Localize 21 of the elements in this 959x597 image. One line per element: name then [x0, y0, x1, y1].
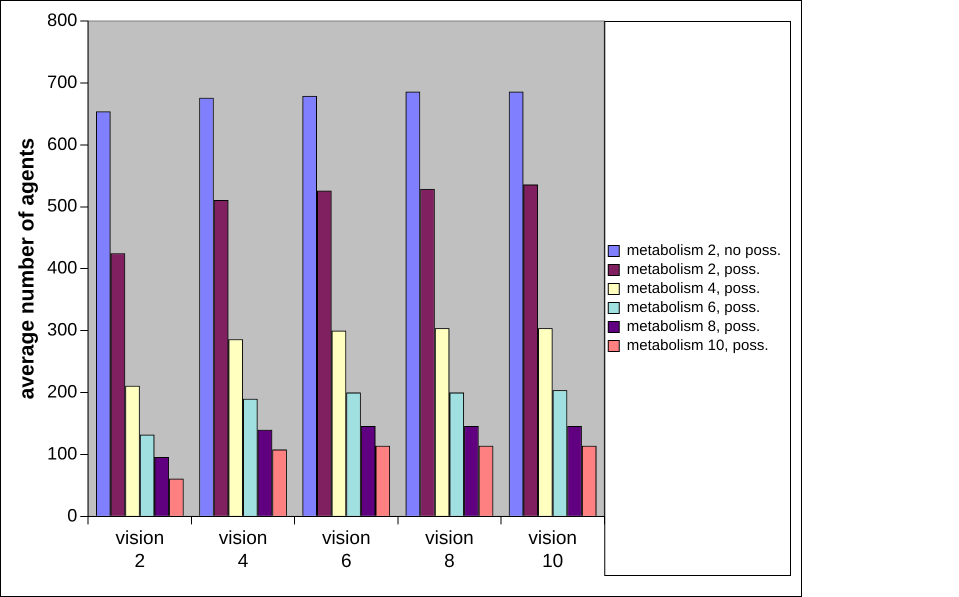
- y-tick-label: 0: [67, 505, 78, 526]
- y-tick-label: 300: [47, 320, 78, 340]
- y-axis-title: average number of agents: [15, 138, 38, 400]
- x-tick-label: vision 10: [528, 528, 577, 572]
- y-tick-label: 200: [47, 382, 78, 402]
- y-tick-label: 400: [47, 258, 78, 278]
- x-tick-label: vision 4: [218, 528, 268, 572]
- legend-label: metabolism 6, poss.: [626, 299, 760, 316]
- x-tick-label: vision 8: [425, 528, 474, 572]
- x-tick-label: vision 2: [116, 528, 164, 572]
- y-tick-label: 100: [47, 443, 78, 464]
- y-tick-label: 500: [47, 196, 78, 216]
- y-tick-label: 700: [47, 72, 78, 92]
- legend-label: metabolism 2, no poss.: [626, 242, 782, 260]
- legend-label: metabolism 4, poss.: [626, 280, 760, 298]
- y-tick-label: 600: [47, 134, 78, 154]
- legend-label: metabolism 10, poss.: [626, 337, 768, 354]
- y-tick-label: 800: [47, 10, 78, 30]
- legend-label: metabolism 8, poss.: [626, 318, 760, 336]
- x-tick-label: vision 6: [322, 528, 371, 572]
- legend-label: metabolism 2, poss.: [626, 261, 760, 278]
